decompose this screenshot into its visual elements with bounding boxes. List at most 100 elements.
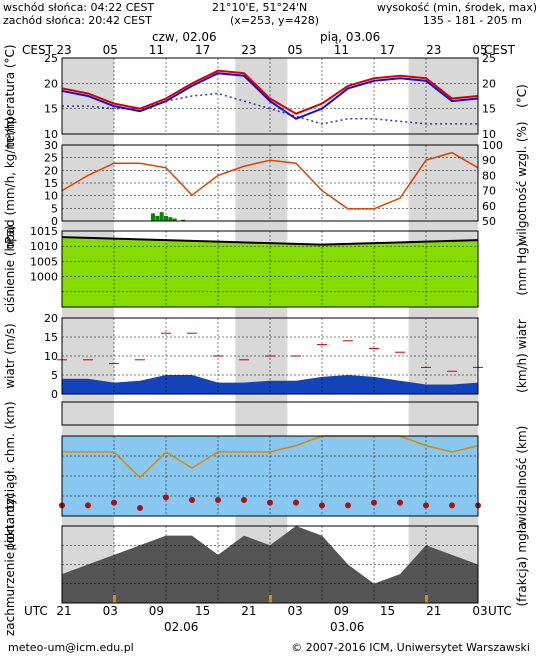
pressure-ytick: 1005 bbox=[30, 255, 58, 268]
bottom-hour-label: 03 bbox=[287, 604, 302, 618]
cloud-base-dot bbox=[189, 497, 195, 503]
cloud-base-dot bbox=[423, 502, 429, 509]
humidity-ytick: 90 bbox=[482, 154, 496, 167]
bottom-hour-label: 03 bbox=[472, 604, 487, 618]
night-band bbox=[62, 58, 114, 603]
altitude-values: 135 - 181 - 205 m bbox=[422, 14, 522, 27]
temperature-panel bbox=[61, 57, 479, 135]
day2-label: pią, 03.06 bbox=[320, 30, 380, 44]
temperature-line bbox=[61, 69, 479, 115]
night-band bbox=[235, 58, 288, 603]
cloud-base-dot bbox=[163, 494, 169, 501]
tz-right-bottom: UTC bbox=[488, 604, 512, 618]
temperature-ytick-right: 25 bbox=[482, 52, 496, 65]
wind-ylabel-right: (km/h) wiatr bbox=[515, 319, 529, 393]
temperature-ytick: 10 bbox=[44, 128, 58, 141]
precip-ytick: 15 bbox=[44, 177, 58, 190]
bottom-hour-label: 21 bbox=[56, 604, 71, 618]
top-hour-label: 11 bbox=[149, 43, 164, 57]
bottom-hour-label: 09 bbox=[149, 604, 164, 618]
temperature-ylabel-right: (°C) bbox=[515, 84, 529, 108]
fog-ylabel: (frakcja) mgła bbox=[515, 523, 529, 607]
pressure-ylabel-right: (mm Hg) bbox=[515, 242, 529, 295]
fog-bar bbox=[425, 595, 428, 603]
tz-left-top: CEST bbox=[22, 43, 54, 57]
footer-copyright: © 2007-2016 ICM, Uniwersytet Warszawski bbox=[291, 641, 530, 654]
humidity-ytick: 50 bbox=[482, 215, 496, 228]
temperature-ytick-right: 15 bbox=[482, 103, 496, 116]
bottom-hour-label: 09 bbox=[334, 604, 349, 618]
grid-label: (x=253, y=428) bbox=[230, 14, 320, 27]
cloud-base-dot bbox=[137, 505, 143, 511]
top-hour-label: 17 bbox=[195, 43, 210, 57]
top-hour-label: 05 bbox=[103, 43, 118, 57]
precip-ytick: 10 bbox=[44, 190, 58, 203]
precip-ylabel: opad (mm/h, kg/m²/h) bbox=[3, 117, 17, 250]
precip-bar bbox=[155, 215, 160, 221]
top-hour-label: 23 bbox=[241, 43, 256, 57]
date2-label: 03.06 bbox=[330, 620, 364, 634]
wind-direction-panel bbox=[61, 401, 479, 426]
bottom-hour-label: 15 bbox=[195, 604, 210, 618]
sunset-label: zachód słońca: 20:42 CEST bbox=[3, 14, 152, 27]
wind-ytick: 20 bbox=[44, 312, 58, 325]
bottom-hour-label: 03 bbox=[103, 604, 118, 618]
cloud-base-dot bbox=[397, 499, 403, 506]
cloud-base-dot bbox=[449, 502, 455, 509]
temperature-ytick: 20 bbox=[44, 77, 58, 90]
dew-point-line bbox=[62, 92, 478, 125]
feels-like-line bbox=[61, 72, 479, 120]
precip-bar bbox=[164, 215, 168, 221]
top-hour-label: 05 bbox=[472, 43, 487, 57]
fog-bar bbox=[269, 595, 272, 603]
temperature-ylabel: temperatura (°C) bbox=[3, 44, 17, 147]
temperature-ytick: 15 bbox=[44, 103, 58, 116]
bottom-hour-label: 21 bbox=[426, 604, 441, 618]
humidity-ytick: 100 bbox=[482, 139, 503, 152]
coords-label: 21°10'E, 51°24'N bbox=[212, 1, 308, 14]
footer-email[interactable]: meteo-um@icm.edu.pl bbox=[8, 641, 134, 654]
pressure-ytick: 1000 bbox=[30, 271, 58, 284]
pressure-ylabel: ciśnienie (hPa) bbox=[3, 225, 17, 313]
humidity-ytick: 60 bbox=[482, 200, 496, 213]
humidity-ytick: 80 bbox=[482, 169, 496, 182]
cloud-base-dot bbox=[345, 502, 351, 509]
wind-ytick: 0 bbox=[51, 388, 58, 401]
cloud-ylabel: zachmurzenie (oktanty) bbox=[3, 493, 17, 636]
top-hour-label: 23 bbox=[56, 43, 71, 57]
tz-right-top: CEST bbox=[484, 43, 516, 57]
precip-ytick: 20 bbox=[44, 164, 58, 177]
precip-bar bbox=[159, 212, 164, 221]
pressure-panel bbox=[61, 230, 479, 308]
humidity-ytick: 70 bbox=[482, 185, 496, 198]
precip-ytick: 5 bbox=[51, 202, 58, 215]
precip-ytick: 30 bbox=[44, 139, 58, 152]
temperature-ytick-right: 10 bbox=[482, 128, 496, 141]
cloud-base-dot bbox=[267, 499, 273, 506]
top-hour-label: 17 bbox=[380, 43, 395, 57]
precipitation-panel bbox=[61, 144, 479, 222]
visibility-panel bbox=[61, 435, 479, 517]
date1-label: 02.06 bbox=[164, 620, 198, 634]
precip-ytick: 0 bbox=[51, 215, 58, 228]
day1-label: czw, 02.06 bbox=[152, 30, 217, 44]
cloud-base-dot bbox=[371, 499, 377, 506]
wind-ylabel: wiatr (m/s) bbox=[3, 323, 17, 388]
cloud-base-dot bbox=[241, 497, 247, 503]
cloud-base-dot bbox=[111, 499, 117, 506]
precip-bar bbox=[172, 218, 177, 221]
cloud-height-ylabel: pion. rozciągł. chm. (km) bbox=[3, 401, 17, 550]
pressure-ytick: 1015 bbox=[30, 225, 58, 238]
cloud-base-dot bbox=[85, 502, 91, 509]
tz-left-bottom: UTC bbox=[24, 604, 48, 618]
altitude-title: wysokość (min, środek, max) bbox=[376, 1, 537, 14]
wind-panel bbox=[61, 317, 479, 395]
top-hour-label: 05 bbox=[287, 43, 302, 57]
temperature-ytick-right: 20 bbox=[482, 77, 496, 90]
wind-ytick: 15 bbox=[44, 331, 58, 344]
humidity-line bbox=[61, 151, 479, 210]
pressure-ytick: 1010 bbox=[30, 240, 58, 253]
top-hour-label: 23 bbox=[426, 43, 441, 57]
fog-bar bbox=[113, 595, 116, 603]
wind-ytick: 5 bbox=[51, 369, 58, 382]
